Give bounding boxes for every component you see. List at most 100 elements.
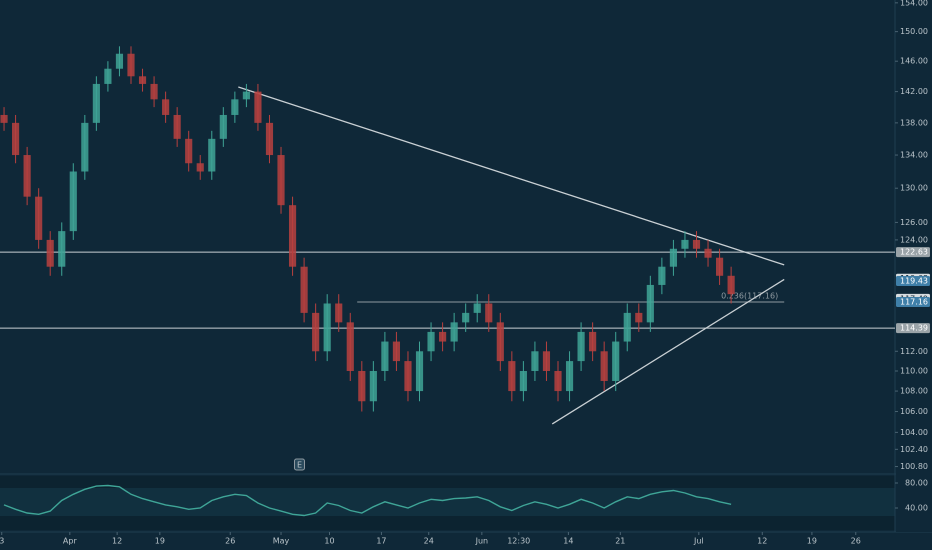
earnings-marker: E [297, 461, 302, 470]
candle-body [92, 83, 100, 123]
earnings-marker-box [293, 458, 305, 471]
candle-body [473, 303, 481, 313]
x-tick-label: 26 [851, 537, 861, 546]
x-tick-label: 14 [563, 537, 573, 546]
y-tick-label: 134.00 [900, 151, 928, 160]
candle-body [115, 53, 124, 69]
x-tick-label: Jun [475, 537, 489, 546]
x-tick-label: 12 [112, 537, 122, 546]
candle-body [600, 351, 608, 381]
y-tick-label: 106.00 [900, 407, 928, 416]
price-tag-label: 119.43 [900, 276, 928, 285]
candle-body [612, 341, 620, 381]
candle-body [427, 331, 435, 352]
candle-body [138, 76, 147, 84]
candle-body [462, 312, 470, 323]
y-tick-label: 126.00 [900, 218, 928, 227]
candle-body [300, 266, 308, 313]
candle-body [646, 284, 654, 323]
candle-body [716, 257, 724, 276]
candle-body [358, 370, 366, 402]
oscillator-line [3, 484, 732, 517]
y-tick-label: 124.00 [900, 235, 928, 244]
candle-body [185, 138, 193, 164]
y-tick-label: 112.00 [900, 347, 928, 356]
price-tag-label: 114.39 [900, 324, 928, 333]
candle-body [439, 331, 447, 342]
price-tag-label: 117.16 [900, 297, 928, 306]
candle-body [69, 171, 77, 232]
candle-body [277, 155, 285, 206]
candle-body [635, 312, 643, 323]
x-tick-label: 12:30 [507, 537, 530, 546]
price-tag-label: 122.63 [900, 248, 928, 257]
candle-body [81, 122, 89, 172]
oscillator-band [0, 488, 895, 516]
candle-body [450, 322, 458, 342]
x-tick-label: 19 [807, 537, 817, 546]
x-tick-label: 19 [155, 537, 165, 546]
candle-body [288, 205, 297, 267]
candle-body [0, 114, 8, 123]
candle-body [35, 196, 43, 240]
y-tick-label: 150.00 [900, 27, 928, 36]
x-tick-label: 12 [757, 537, 767, 546]
y-tick-label: 108.00 [900, 387, 928, 396]
price-tag [896, 275, 930, 286]
candle-body [415, 351, 424, 392]
y2-tick-label: 80.00 [905, 479, 928, 488]
candle-body [162, 99, 170, 115]
price-tag [896, 323, 930, 334]
y-tick-label: 104.00 [900, 428, 928, 437]
x-tick-label: 17 [376, 537, 386, 546]
candle-body [519, 370, 527, 392]
candle-body [323, 303, 331, 352]
x-tick-label: Jul [693, 537, 704, 546]
candle-body [265, 122, 274, 156]
candle-body [254, 91, 262, 123]
price-tag [896, 247, 930, 258]
candle-body [589, 331, 597, 352]
candle-body [231, 99, 239, 115]
y-tick-label: 130.00 [900, 184, 928, 193]
candle-body [242, 91, 250, 100]
candle-body [12, 122, 20, 156]
x-tick-label: 10 [324, 537, 334, 546]
y2-tick-label: 40.00 [905, 504, 928, 513]
candle-body [173, 114, 181, 139]
candle-body [392, 341, 401, 362]
candle-body [58, 231, 66, 267]
candle-body [542, 351, 551, 371]
candle-body [219, 114, 227, 139]
y-tick-label: 146.00 [900, 57, 928, 66]
candle-body [46, 239, 54, 267]
candle-body [369, 370, 377, 402]
candle-body [623, 312, 631, 342]
y-tick-label: 138.00 [900, 118, 928, 127]
candle-body [127, 53, 135, 77]
candle-body [681, 239, 689, 249]
candle-body [104, 68, 112, 84]
x-tick-label: 24 [424, 537, 434, 546]
candle-body [554, 370, 562, 392]
candle-body [531, 351, 539, 371]
candle-body [312, 312, 320, 352]
candle-body [335, 303, 343, 323]
candle-body [23, 155, 31, 197]
y-tick-label: 110.00 [900, 366, 928, 375]
y-tick-label: 154.00 [900, 0, 928, 7]
candle-body [658, 266, 666, 285]
fib-label: 0.236(117.16) [721, 291, 778, 300]
candle-body [196, 163, 204, 172]
x-tick-label: 21 [615, 537, 625, 546]
x-tick-label: 3 [0, 537, 4, 546]
candle-body [150, 83, 158, 100]
trendline [238, 86, 785, 266]
price-tag [896, 296, 930, 307]
candle-body [577, 331, 585, 362]
x-tick-label: 26 [225, 537, 235, 546]
candle-body [381, 341, 389, 371]
candle-body [208, 138, 216, 172]
candle-body [565, 361, 574, 392]
